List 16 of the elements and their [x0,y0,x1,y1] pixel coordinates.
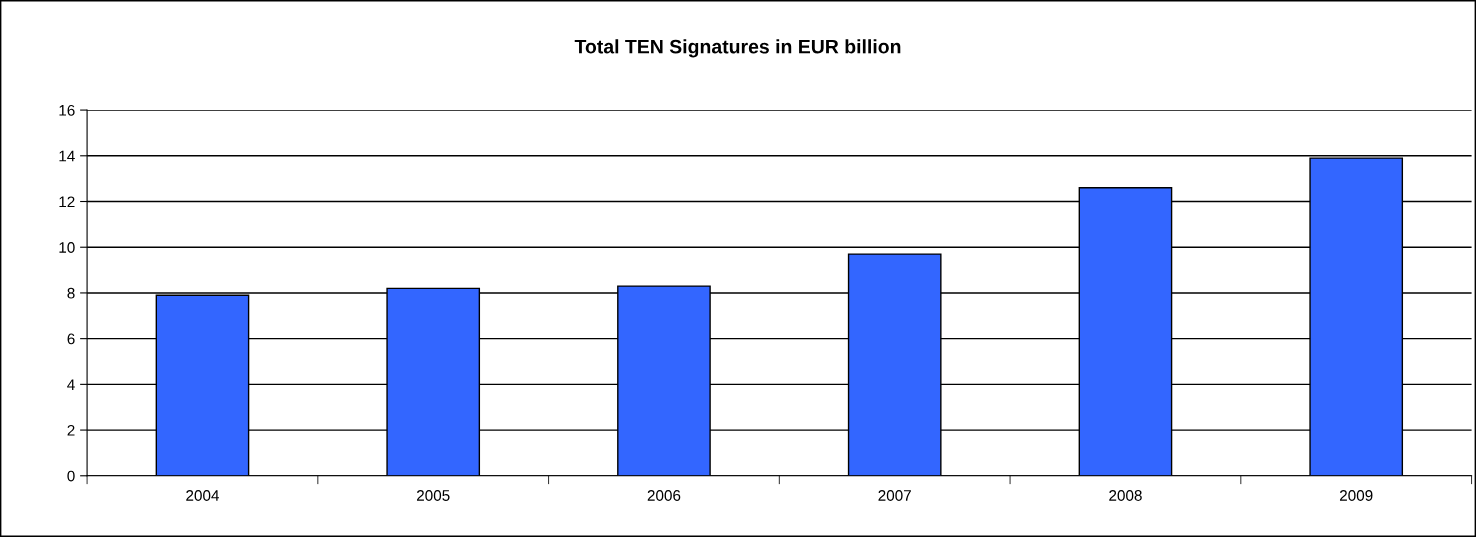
y-tick-label: 12 [59,196,75,208]
x-tick-label: 2004 [186,490,220,501]
x-tick-label: 2009 [1339,490,1373,501]
x-tick-label: 2005 [416,490,450,501]
x-tick-label: 2007 [878,490,911,501]
y-tick-label: 4 [67,379,75,390]
y-tick-label: 10 [59,242,75,253]
y-tick-label: 2 [67,424,75,436]
chart-title: Total TEN Signatures in EUR billion [574,39,901,58]
x-tick-label: 2006 [647,490,681,501]
x-tick-label: 2008 [1109,490,1142,501]
y-tick-label: 8 [67,287,75,299]
y-tick-label: 0 [67,470,75,482]
y-tick-label: 6 [67,333,75,345]
y-tick-label: 16 [59,104,75,116]
y-tick-label: 14 [59,150,75,162]
